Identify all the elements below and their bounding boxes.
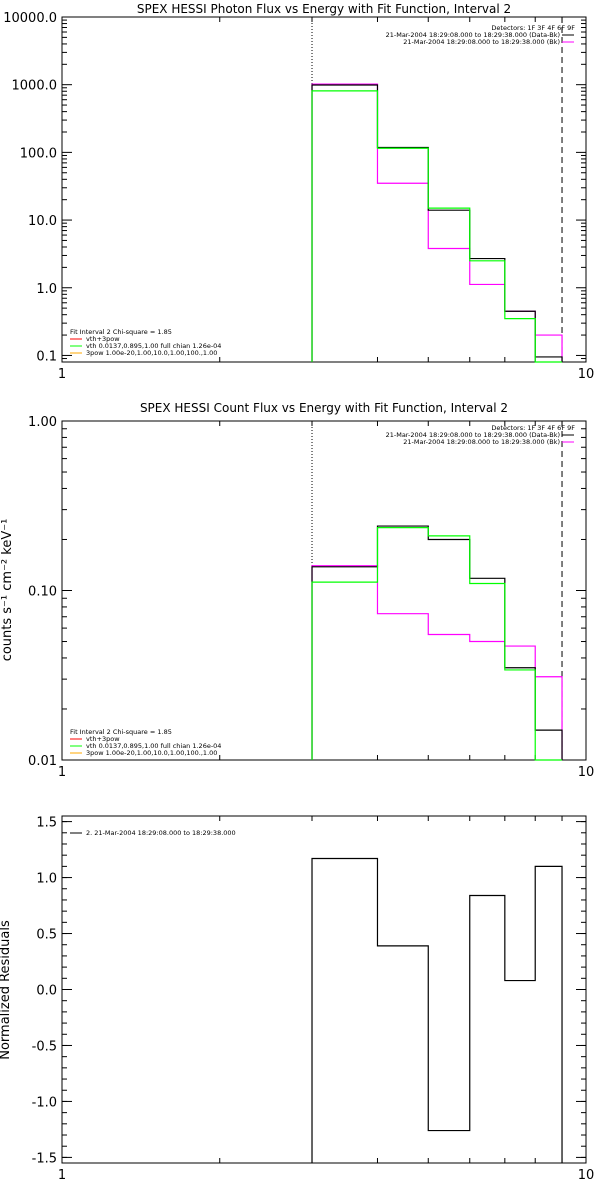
residuals-plot-area: 1 10 -1.5 -1.0 -0.5 0.0 0.5 1.0 1.5 xyxy=(32,816,595,1183)
count-flux-title: SPEX HESSI Count Flux vs Energy with Fit… xyxy=(140,401,508,415)
x-tick-label: 10 xyxy=(578,765,595,780)
legend-entry-3pow: 3pow 1.00e-20,1.00,10.0,1.00,100.,1.00 xyxy=(86,349,217,357)
legend-entry-data-bk: 21-Mar-2004 18:29:08.000 to 18:29:38.000… xyxy=(386,431,560,439)
y-tick-label: 0.10 xyxy=(28,585,57,600)
x-tick-label: 1 xyxy=(58,1168,66,1183)
fit-interval-label: Fit Interval 2 Chi-square = 1.85 xyxy=(70,328,172,336)
y-tick-label: -1.0 xyxy=(32,1095,57,1110)
legend-entry-data-bk: 21-Mar-2004 18:29:08.000 to 18:29:38.000… xyxy=(386,31,560,39)
detectors-label: Detectors: 1F 3F 4F 6F 9F xyxy=(491,24,575,32)
legend-entry-interval: 2. 21-Mar-2004 18:29:08.000 to 18:29:38.… xyxy=(86,829,236,837)
x-tick-label: 1 xyxy=(58,765,66,780)
y-tick-label: 100.0 xyxy=(20,146,57,161)
histogram-series-0 xyxy=(311,857,563,1163)
y-tick-label: -0.5 xyxy=(32,1039,57,1054)
photon-flux-plot-frame xyxy=(61,16,587,363)
histogram-series-2 xyxy=(311,527,563,761)
y-tick-label: -1.5 xyxy=(32,1151,57,1166)
legend-entry-vth: vth 0.0137,0.895,1.00 full chian 1.26e-0… xyxy=(86,342,221,350)
legend-entry-bk: 21-Mar-2004 18:29:08.000 to 18:29:38.000… xyxy=(403,38,560,46)
y-tick-label: 1.0 xyxy=(36,872,57,887)
legend-entry-vth: vth 0.0137,0.895,1.00 full chian 1.26e-0… xyxy=(86,742,221,750)
histogram-series-2 xyxy=(311,90,563,363)
photon-flux-panel: SPEX HESSI Photon Flux vs Energy with Fi… xyxy=(3,2,594,382)
y-tick-label: 0.5 xyxy=(36,928,57,943)
x-tick-label: 10 xyxy=(578,367,595,382)
count-flux-panel: SPEX HESSI Count Flux vs Energy with Fit… xyxy=(0,401,594,780)
y-tick-label: 10000.0 xyxy=(3,11,57,26)
count-flux-y-axis-label: counts s⁻¹ cm⁻² keV⁻¹ xyxy=(0,519,15,662)
residuals-y-axis-label: Normalized Residuals xyxy=(0,920,13,1060)
legend-entry-vth-3pow: vth+3pow xyxy=(86,335,120,343)
y-tick-label: 0.01 xyxy=(28,754,57,769)
x-tick-label: 10 xyxy=(578,1168,595,1183)
count-flux-legend-left: Fit Interval 2 Chi-square = 1.85 vth+3po… xyxy=(70,728,221,757)
legend-entry-bk: 21-Mar-2004 18:29:08.000 to 18:29:38.000… xyxy=(403,438,560,446)
y-tick-label: 1.00 xyxy=(28,415,57,430)
y-tick-label: 1.0 xyxy=(36,282,57,297)
photon-flux-legend-left: Fit Interval 2 Chi-square = 1.85 vth+3po… xyxy=(70,328,221,357)
fit-interval-label: Fit Interval 2 Chi-square = 1.85 xyxy=(70,728,172,736)
photon-flux-title: SPEX HESSI Photon Flux vs Energy with Fi… xyxy=(137,2,511,16)
legend-entry-vth-3pow: vth+3pow xyxy=(86,735,120,743)
y-tick-label: 1.5 xyxy=(36,816,57,831)
count-flux-legend-right: Detectors: 1F 3F 4F 6F 9F 21-Mar-2004 18… xyxy=(386,424,576,446)
count-flux-plot-area: 1 10 0.01 0.10 1.00 xyxy=(28,415,594,780)
y-tick-label: 10.0 xyxy=(28,214,57,229)
legend-entry-3pow: 3pow 1.00e-20,1.00,10.0,1.00,100.,1.00 xyxy=(86,749,217,757)
x-tick-label: 1 xyxy=(58,367,66,382)
photon-flux-plot-area: 1 10 0.1 1.0 10.0 100.0 1000.0 10000.0 xyxy=(3,11,594,382)
residuals-legend: 2. 21-Mar-2004 18:29:08.000 to 18:29:38.… xyxy=(70,829,236,837)
detectors-label: Detectors: 1F 3F 4F 6F 9F xyxy=(491,424,575,432)
y-tick-label: 0.1 xyxy=(36,349,57,364)
y-tick-label: 0.0 xyxy=(36,984,57,999)
residuals-panel: 1 10 -1.5 -1.0 -0.5 0.0 0.5 1.0 1.5 Normalized R… xyxy=(0,815,595,1183)
y-tick-label: 1000.0 xyxy=(12,79,58,94)
photon-flux-legend-right: Detectors: 1F 3F 4F 6F 9F 21-Mar-2004 18… xyxy=(386,24,576,46)
